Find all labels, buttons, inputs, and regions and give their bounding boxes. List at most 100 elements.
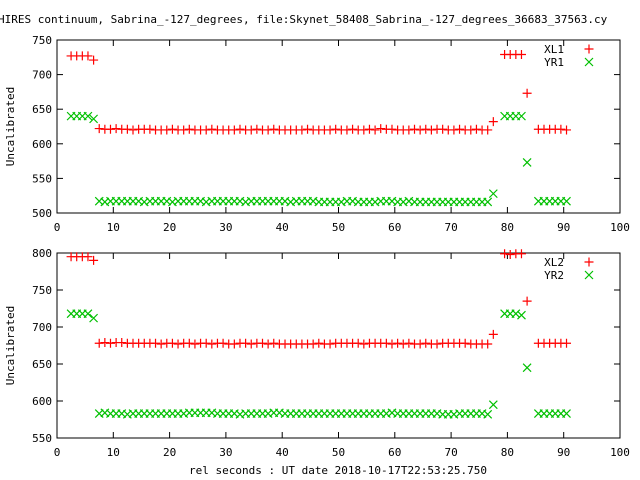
data-point: [167, 338, 177, 348]
data-point: [370, 125, 380, 135]
x-tick-label: 70: [444, 446, 457, 459]
data-point: [398, 339, 408, 349]
y-tick-label: 750: [32, 34, 52, 47]
data-point: [229, 125, 239, 135]
x-tick-label: 100: [610, 446, 630, 459]
data-point: [387, 124, 397, 134]
data-point: [201, 338, 211, 348]
y-tick-label: 550: [32, 432, 52, 445]
data-point: [517, 310, 526, 320]
data-point: [83, 111, 93, 121]
data-point: [415, 125, 425, 135]
data-point: [325, 125, 335, 135]
data-point: [483, 339, 493, 349]
legend-marker: [584, 44, 594, 54]
data-point: [235, 124, 245, 134]
data-point: [128, 125, 138, 135]
data-point: [562, 409, 571, 419]
data-point: [179, 125, 189, 135]
data-point: [94, 338, 104, 348]
data-point: [89, 55, 99, 65]
data-point: [584, 57, 594, 67]
series-YR1: [66, 111, 571, 207]
data-point: [421, 124, 431, 134]
data-point: [257, 338, 267, 348]
data-point: [207, 339, 217, 349]
data-point: [151, 338, 161, 348]
data-point: [516, 50, 526, 60]
x-tick-label: 100: [610, 221, 630, 234]
data-point: [438, 124, 448, 134]
x-tick-label: 0: [54, 221, 61, 234]
x-tick-label: 20: [163, 221, 176, 234]
x-tick-label: 60: [388, 221, 401, 234]
series-XL2: [66, 249, 572, 349]
x-axis-label: rel seconds : UT date 2018-10-17T22:53:2…: [189, 464, 487, 477]
data-point: [167, 124, 177, 134]
data-point: [184, 338, 194, 348]
data-point: [145, 124, 155, 134]
y-tick-label: 550: [32, 172, 52, 185]
data-point: [83, 252, 93, 262]
x-tick-label: 30: [219, 221, 232, 234]
x-tick-label: 40: [276, 446, 289, 459]
data-point: [387, 339, 397, 349]
legend-label: XL2: [544, 256, 564, 269]
data-point: [190, 339, 200, 349]
data-point: [522, 88, 532, 98]
panel-1: 0 10 20 30 40 50 60 70 80 90 100 500 550 600 650 700 750…: [4, 34, 630, 234]
data-point: [218, 338, 228, 348]
data-point: [562, 196, 571, 206]
data-point: [297, 125, 307, 135]
data-point: [117, 338, 127, 348]
data-point: [404, 125, 414, 135]
data-point: [100, 338, 110, 348]
data-point: [483, 409, 493, 419]
data-point: [359, 125, 369, 135]
data-point: [488, 189, 498, 199]
data-point: [584, 44, 594, 54]
data-point: [269, 338, 279, 348]
data-point: [421, 338, 431, 348]
data-point: [584, 257, 594, 267]
data-point: [89, 313, 99, 323]
data-point: [184, 124, 194, 134]
data-point: [483, 125, 493, 135]
data-point: [308, 339, 318, 349]
data-point: [173, 339, 183, 349]
data-point: [488, 329, 498, 339]
data-point: [241, 338, 251, 348]
data-point: [488, 117, 498, 127]
data-point: [410, 124, 420, 134]
data-point: [89, 114, 99, 124]
data-point: [415, 339, 425, 349]
data-point: [488, 400, 498, 410]
data-point: [522, 158, 532, 167]
y-tick-label: 650: [32, 103, 52, 116]
x-tick-label: 50: [332, 446, 345, 459]
data-point: [201, 125, 211, 135]
data-point: [466, 125, 476, 135]
y-axis-label: Uncalibrated: [4, 87, 17, 166]
data-point: [105, 338, 115, 348]
data-point: [364, 124, 374, 134]
data-point: [460, 338, 470, 348]
data-point: [342, 125, 352, 135]
data-point: [556, 124, 566, 134]
y-tick-label: 500: [32, 207, 52, 220]
data-point: [432, 339, 442, 349]
data-point: [83, 309, 93, 319]
x-tick-label: 20: [163, 446, 176, 459]
data-point: [246, 339, 256, 349]
data-point: [83, 51, 93, 61]
y-tick-label: 700: [32, 321, 52, 334]
y-tick-label: 600: [32, 395, 52, 408]
data-point: [263, 125, 273, 135]
data-point: [94, 124, 104, 134]
x-tick-label: 90: [557, 446, 570, 459]
data-point: [162, 125, 172, 135]
y-tick-label: 650: [32, 358, 52, 371]
legend-label: XL1: [544, 43, 564, 56]
